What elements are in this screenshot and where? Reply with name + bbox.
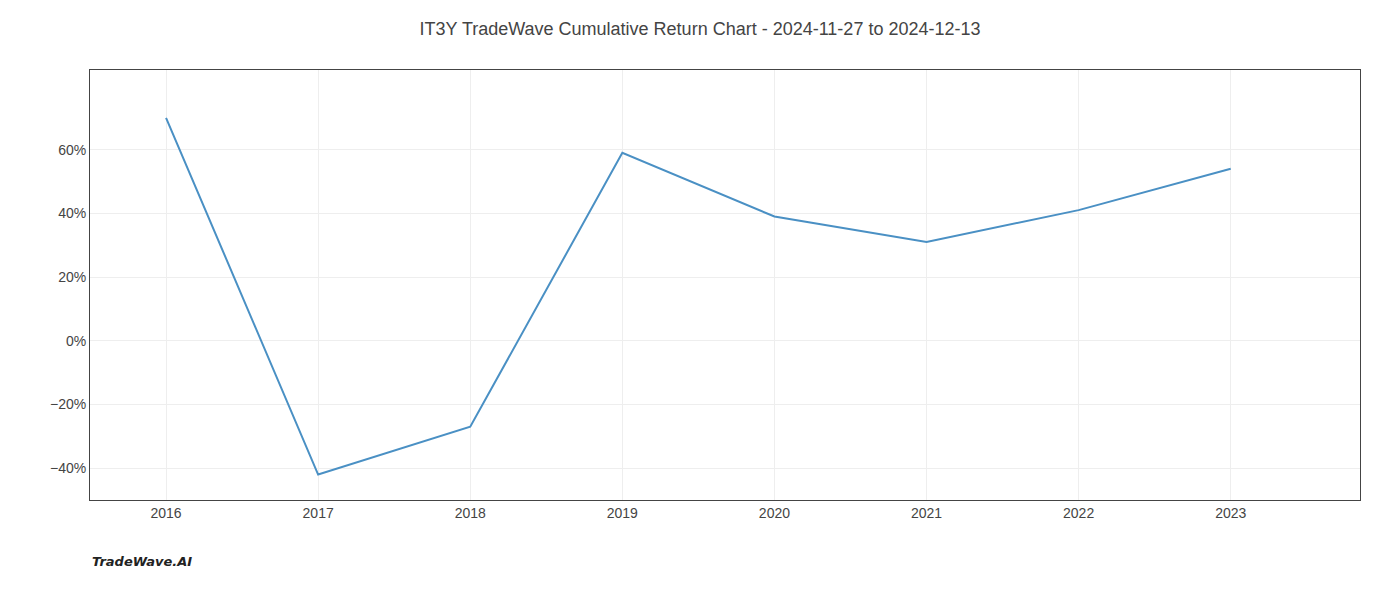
svg-text:TradeWave.AI: TradeWave.AI [92, 554, 192, 569]
svg-text:2019: 2019 [607, 505, 638, 521]
svg-text:0%: 0% [66, 333, 86, 349]
svg-text:2023: 2023 [1215, 505, 1246, 521]
svg-text:2021: 2021 [911, 505, 942, 521]
svg-text:40%: 40% [58, 205, 86, 221]
svg-text:−40%: −40% [50, 460, 86, 476]
svg-text:−20%: −20% [50, 396, 86, 412]
svg-text:2020: 2020 [759, 505, 790, 521]
svg-text:2017: 2017 [303, 505, 334, 521]
svg-text:IT3Y TradeWave Cumulative Retu: IT3Y TradeWave Cumulative Return Chart -… [420, 19, 981, 39]
svg-text:20%: 20% [58, 269, 86, 285]
svg-text:2018: 2018 [455, 505, 486, 521]
svg-text:2022: 2022 [1063, 505, 1094, 521]
svg-text:2016: 2016 [150, 505, 181, 521]
svg-text:60%: 60% [58, 142, 86, 158]
